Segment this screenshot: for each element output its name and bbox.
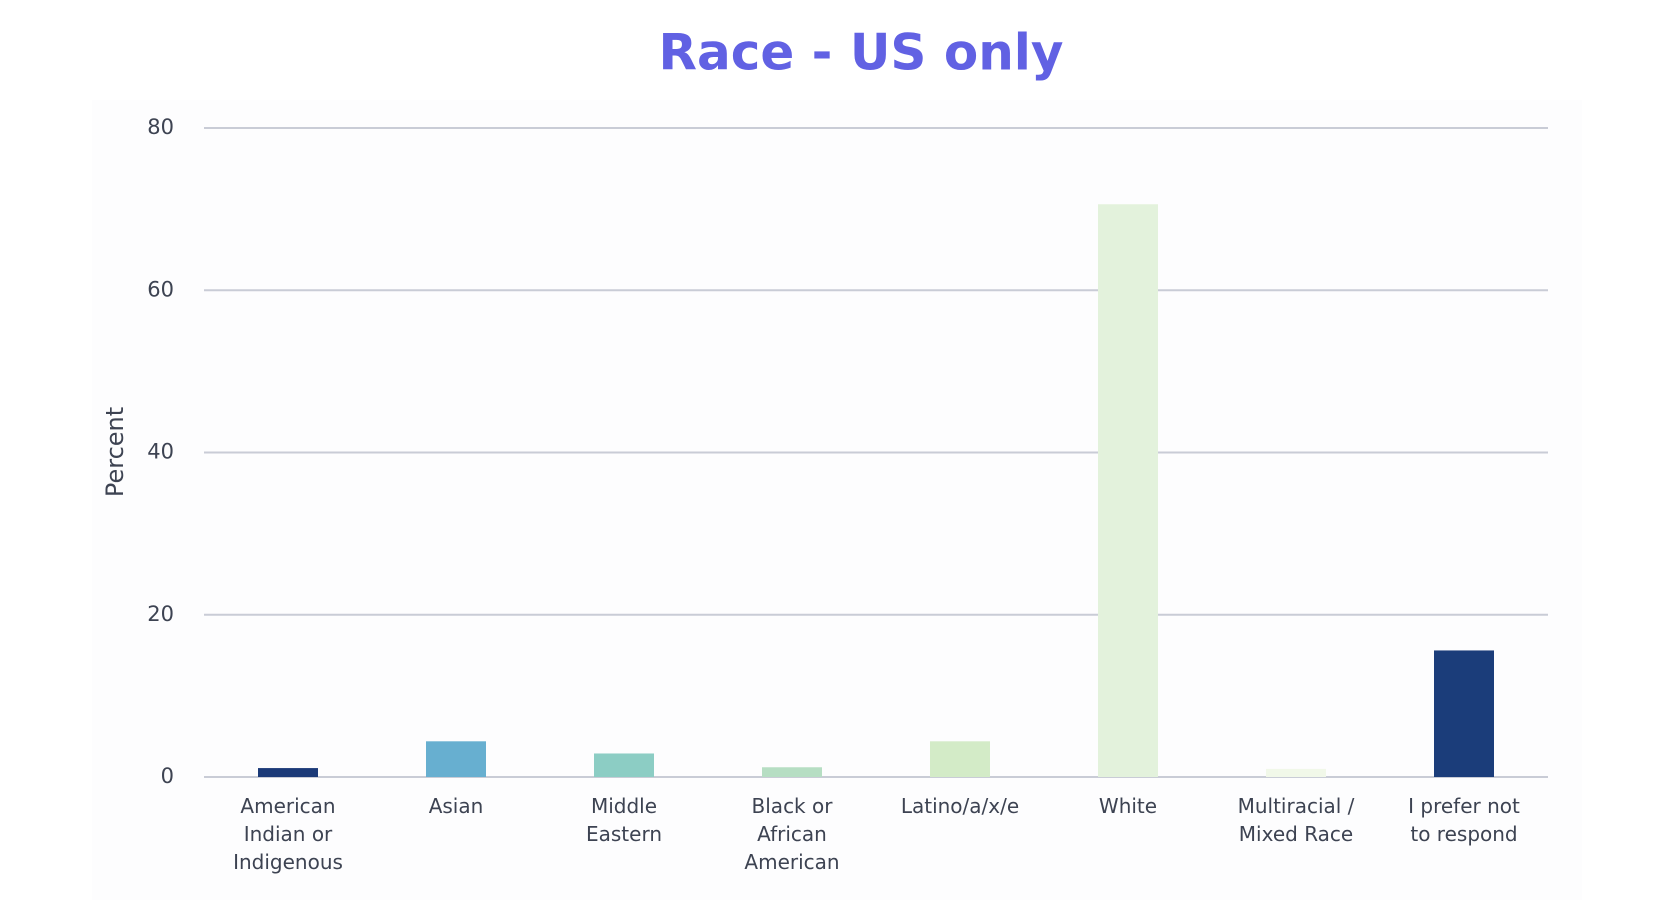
bar (1266, 768, 1326, 777)
bar (930, 741, 990, 777)
y-axis-label: Percent (101, 407, 129, 497)
x-tick-label: Black or African American (744, 794, 840, 874)
x-tick-label: White (1098, 794, 1158, 818)
bar (594, 753, 654, 777)
x-tick-label: Asian (428, 794, 484, 818)
y-tick-label: 60 (147, 277, 174, 301)
bar (1098, 204, 1158, 777)
bar (1434, 650, 1494, 777)
x-tick-label: Middle Eastern (585, 794, 662, 846)
bar (762, 767, 822, 777)
y-tick-label: 20 (147, 602, 174, 626)
y-tick-label: 80 (147, 115, 174, 139)
x-tick-label: Latino/a/x/e (900, 794, 1020, 818)
y-tick-label: 0 (161, 764, 174, 788)
x-tick-label: American Indian or Indigenous (233, 794, 343, 874)
bar (258, 768, 318, 777)
bar (426, 741, 486, 777)
y-tick-label: 40 (147, 440, 174, 464)
x-tick-label: I prefer not to respond (1408, 794, 1520, 846)
plot-background (92, 100, 1582, 900)
x-tick-label: Multiracial / Mixed Race (1237, 794, 1355, 846)
chart-title: Race - US only (658, 24, 1063, 82)
